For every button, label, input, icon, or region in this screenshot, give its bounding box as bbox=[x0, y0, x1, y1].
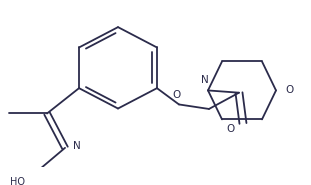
Text: O: O bbox=[227, 124, 235, 134]
Text: HO: HO bbox=[10, 177, 25, 185]
Text: O: O bbox=[173, 90, 181, 100]
Text: O: O bbox=[286, 85, 294, 95]
Text: N: N bbox=[201, 75, 209, 85]
Text: N: N bbox=[73, 141, 81, 151]
